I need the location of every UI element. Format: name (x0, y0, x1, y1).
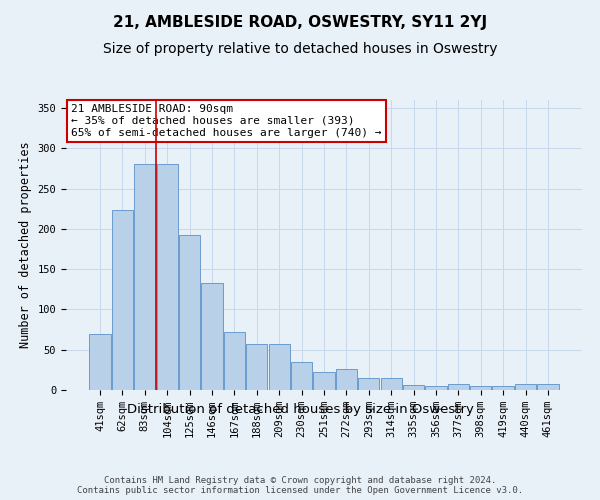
Bar (380, 378, 402, 390)
Bar (448, 384, 469, 390)
Bar (134, 164, 155, 390)
Bar (358, 378, 379, 390)
Text: Distribution of detached houses by size in Oswestry: Distribution of detached houses by size … (127, 402, 473, 415)
Bar (89, 334, 111, 390)
Bar (224, 332, 245, 390)
Bar (336, 369, 357, 390)
Bar (112, 210, 133, 390)
Bar (202, 283, 223, 390)
Bar (179, 234, 200, 390)
Bar (493, 386, 514, 390)
Bar (470, 386, 491, 390)
Bar (246, 344, 268, 390)
Text: Contains HM Land Registry data © Crown copyright and database right 2024.
Contai: Contains HM Land Registry data © Crown c… (77, 476, 523, 495)
Bar (291, 362, 312, 390)
Bar (515, 384, 536, 390)
Bar (313, 372, 335, 390)
Bar (157, 164, 178, 390)
Bar (537, 384, 559, 390)
Text: 21, AMBLESIDE ROAD, OSWESTRY, SY11 2YJ: 21, AMBLESIDE ROAD, OSWESTRY, SY11 2YJ (113, 15, 487, 30)
Text: 21 AMBLESIDE ROAD: 90sqm
← 35% of detached houses are smaller (393)
65% of semi-: 21 AMBLESIDE ROAD: 90sqm ← 35% of detach… (71, 104, 382, 138)
Bar (425, 386, 446, 390)
Bar (403, 385, 424, 390)
Bar (269, 344, 290, 390)
Text: Size of property relative to detached houses in Oswestry: Size of property relative to detached ho… (103, 42, 497, 56)
Y-axis label: Number of detached properties: Number of detached properties (19, 142, 32, 348)
